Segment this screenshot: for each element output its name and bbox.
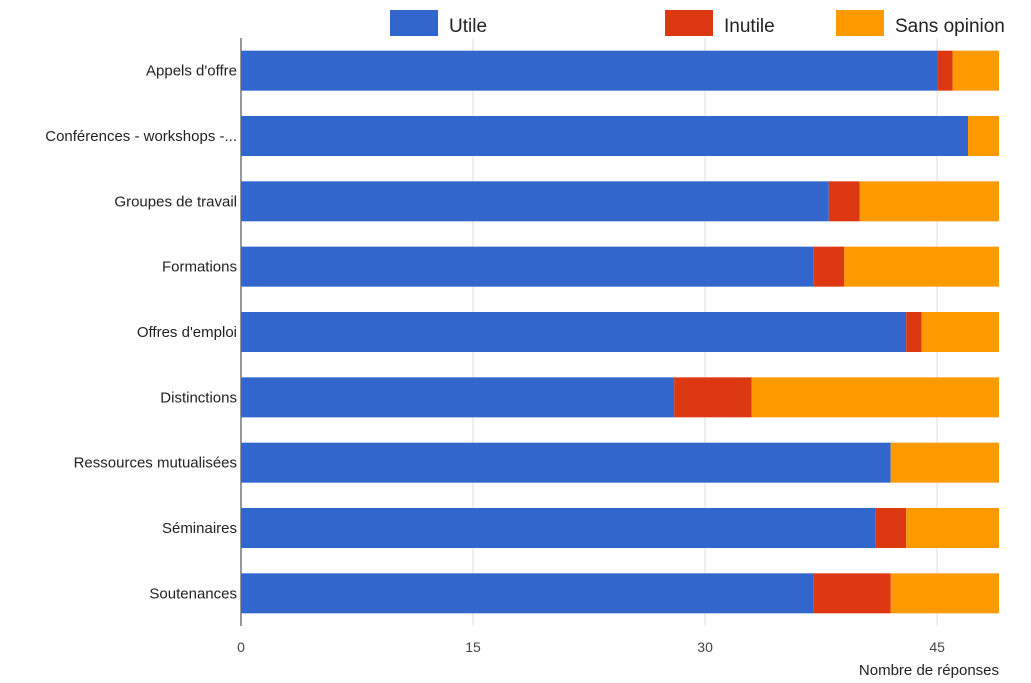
bar-segment[interactable] <box>937 50 953 91</box>
bar-segment[interactable] <box>968 116 999 156</box>
category-label: Conférences - workshops -... <box>45 128 237 145</box>
category-label: Distinctions <box>160 389 237 406</box>
x-tick-label: 0 <box>237 639 245 655</box>
bar-segment[interactable] <box>813 573 891 614</box>
bar-segment[interactable] <box>906 312 922 352</box>
category-label: Séminaires <box>162 520 237 537</box>
bar-segment[interactable] <box>859 181 999 222</box>
x-tick-label: 30 <box>697 639 713 655</box>
bar-segment[interactable] <box>241 508 876 548</box>
category-label: Ressources mutualisées <box>74 455 237 472</box>
category-label: Soutenances <box>149 585 237 602</box>
category-label: Groupes de travail <box>114 193 237 210</box>
category-labels: Appels d'offre Conférences - workshops -.… <box>45 63 237 603</box>
legend[interactable]: Utile Inutile Sans opinion <box>390 10 1005 37</box>
bar-segment[interactable] <box>751 377 999 418</box>
legend-swatch <box>836 10 884 36</box>
category-label: Formations <box>162 259 237 276</box>
bar-segment[interactable] <box>241 116 969 156</box>
category-label: Offres d'emploi <box>137 324 237 341</box>
bar-segment[interactable] <box>828 181 860 222</box>
x-tick-label: 15 <box>465 639 481 655</box>
bar-segment[interactable] <box>241 246 814 287</box>
bar-segment[interactable] <box>241 573 814 614</box>
bar-segment[interactable] <box>241 442 891 483</box>
bar-segment[interactable] <box>952 50 999 91</box>
category-label: Appels d'offre <box>146 63 237 80</box>
legend-label: Inutile <box>724 16 775 37</box>
x-tick-labels: 0 15 30 45 <box>237 639 945 655</box>
bar-segment[interactable] <box>844 246 999 287</box>
bar-segment[interactable] <box>906 508 999 548</box>
x-tick-label: 45 <box>929 639 945 655</box>
bar-segment[interactable] <box>921 312 999 352</box>
x-axis-title: Nombre de réponses <box>859 662 999 679</box>
legend-label: Utile <box>449 16 487 37</box>
bar-segment[interactable] <box>890 573 999 614</box>
bar-segment[interactable] <box>813 246 845 287</box>
bar-segment[interactable] <box>241 312 907 352</box>
bar-segment[interactable] <box>890 442 999 483</box>
legend-swatch <box>665 10 713 36</box>
bar-segment[interactable] <box>875 508 907 548</box>
bar-segment[interactable] <box>241 377 675 418</box>
legend-swatch <box>390 10 438 36</box>
bar-segment[interactable] <box>241 181 829 222</box>
bar-segment[interactable] <box>241 50 938 91</box>
bar-segment[interactable] <box>674 377 752 418</box>
legend-label: Sans opinion <box>895 16 1005 37</box>
bars <box>241 50 999 614</box>
